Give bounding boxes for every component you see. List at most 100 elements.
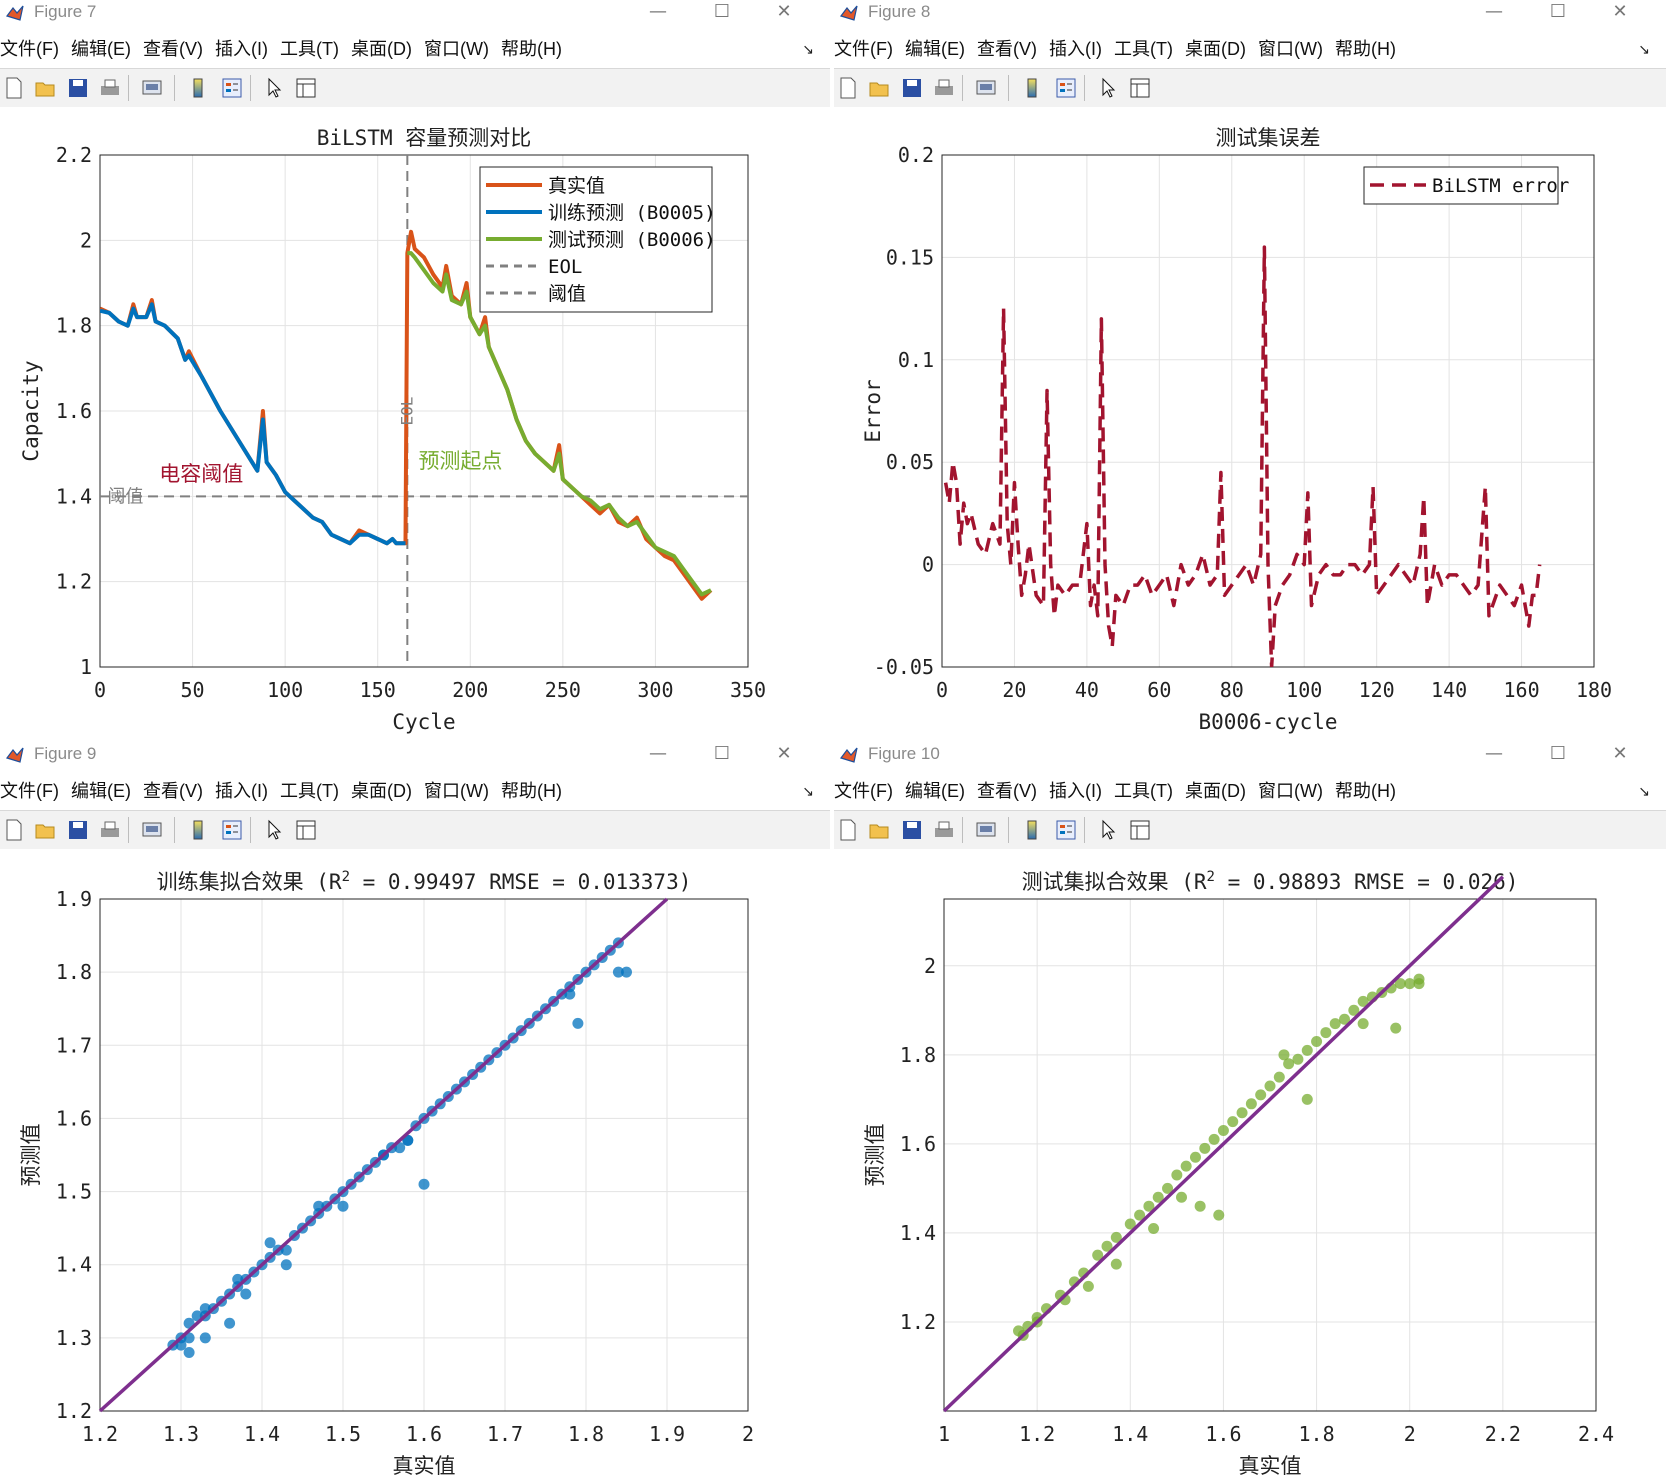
menu-item[interactable]: 插入(I) [1048, 781, 1102, 801]
save-icon[interactable] [900, 76, 924, 100]
print-icon[interactable] [932, 818, 956, 842]
open-file-icon[interactable] [868, 76, 892, 100]
minimize-button[interactable]: — [649, 743, 667, 764]
menu-item[interactable]: 工具(T) [279, 781, 339, 801]
save-icon[interactable] [900, 818, 924, 842]
print-icon[interactable] [98, 76, 122, 100]
legend[interactable]: BiLSTM error [1363, 166, 1569, 205]
menu-item[interactable]: 帮助(H) [1334, 39, 1396, 59]
print-icon[interactable] [98, 818, 122, 842]
edit-plot-arrow-icon[interactable] [262, 818, 286, 842]
save-icon[interactable] [66, 76, 90, 100]
menu-item[interactable]: 查看(V) [976, 781, 1037, 801]
menu-item[interactable]: 窗口(W) [423, 781, 489, 801]
property-inspector-icon[interactable] [294, 76, 318, 100]
menu-item[interactable]: 文件(F) [0, 781, 59, 801]
menu-item[interactable]: 文件(F) [834, 781, 893, 801]
menu-item[interactable]: 窗口(W) [423, 39, 489, 59]
menu-item[interactable]: 编辑(E) [70, 39, 131, 59]
insert-colorbar-icon[interactable] [1020, 76, 1044, 100]
edit-plot-arrow-icon[interactable] [1096, 818, 1120, 842]
close-button[interactable]: ✕ [1612, 743, 1628, 764]
menu-item[interactable]: 编辑(E) [904, 39, 965, 59]
link-plot-icon[interactable] [140, 76, 164, 100]
axes-canvas[interactable]: 0 20 40 60 80 100 120 140 160 180-0.0500.050.10.1… [834, 107, 1666, 734]
new-figure-icon[interactable] [836, 76, 860, 100]
menu-item[interactable]: 文件(F) [0, 39, 59, 59]
menu-item[interactable]: 查看(V) [142, 781, 203, 801]
window-titlebar[interactable]: Figure 9 — ☐ ✕ [0, 742, 830, 768]
menu-item[interactable]: 工具(T) [1113, 781, 1173, 801]
menu-item[interactable]: 插入(I) [1048, 39, 1102, 59]
menu-item[interactable]: 桌面(D) [350, 781, 412, 801]
menu-item[interactable]: 工具(T) [1113, 39, 1173, 59]
window-titlebar[interactable]: Figure 8 — ☐ ✕ [834, 0, 1666, 26]
maximize-button[interactable]: ☐ [713, 1, 731, 22]
menu-item[interactable]: 编辑(E) [904, 781, 965, 801]
menu-item[interactable]: 插入(I) [214, 781, 268, 801]
menu-item[interactable]: 文件(F) [834, 39, 893, 59]
dock-arrow-icon[interactable]: ↘ [802, 783, 814, 799]
menu-item[interactable]: 查看(V) [976, 39, 1037, 59]
minimize-button[interactable]: — [649, 1, 667, 22]
save-icon[interactable] [66, 818, 90, 842]
new-figure-icon[interactable] [2, 818, 26, 842]
link-plot-icon[interactable] [974, 818, 998, 842]
dock-arrow-icon[interactable]: ↘ [1638, 41, 1650, 57]
menu-item[interactable]: 帮助(H) [500, 39, 562, 59]
axes-canvas[interactable]: 1.2 1.3 1.4 1.5 1.6 1.7 1.8 1.9 2 1.2 1.3 1.4 1.5 1.6… [0, 849, 830, 1479]
menu-item[interactable]: 窗口(W) [1257, 39, 1323, 59]
menu-item[interactable]: 桌面(D) [1184, 781, 1246, 801]
figure-window[interactable]: Figure 8 — ☐ ✕ 文件(F) 编辑(E) 查看(V) 插入(I) 工具(T) 桌面(D… [834, 0, 1666, 734]
scatter-point [1264, 1080, 1276, 1092]
insert-legend-icon[interactable] [1054, 76, 1078, 100]
property-inspector-icon[interactable] [294, 818, 318, 842]
link-plot-icon[interactable] [140, 818, 164, 842]
figure-window[interactable]: Figure 7 — ☐ ✕ 文件(F) 编辑(E) 查看(V) 插入(I) 工具(T) 桌面(D… [0, 0, 830, 734]
menu-item[interactable]: 查看(V) [142, 39, 203, 59]
property-inspector-icon[interactable] [1128, 76, 1152, 100]
close-button[interactable]: ✕ [776, 1, 792, 22]
window-titlebar[interactable]: Figure 7 — ☐ ✕ [0, 0, 830, 26]
figure-window[interactable]: Figure 10 — ☐ ✕ 文件(F) 编辑(E) 查看(V) 插入(I) 工具(T) 桌面(… [834, 742, 1666, 1479]
scatter-point [1208, 1133, 1220, 1145]
insert-legend-icon[interactable] [1054, 818, 1078, 842]
close-button[interactable]: ✕ [1612, 1, 1628, 22]
link-plot-icon[interactable] [974, 76, 998, 100]
menu-item[interactable]: 帮助(H) [500, 781, 562, 801]
minimize-button[interactable]: — [1485, 1, 1503, 22]
menu-item[interactable]: 帮助(H) [1334, 781, 1396, 801]
close-button[interactable]: ✕ [776, 743, 792, 764]
dock-arrow-icon[interactable]: ↘ [802, 41, 814, 57]
menu-item[interactable]: 窗口(W) [1257, 781, 1323, 801]
insert-legend-icon[interactable] [220, 76, 244, 100]
new-figure-icon[interactable] [836, 818, 860, 842]
open-file-icon[interactable] [34, 818, 58, 842]
insert-colorbar-icon[interactable] [186, 818, 210, 842]
print-icon[interactable] [932, 76, 956, 100]
maximize-button[interactable]: ☐ [713, 743, 731, 764]
menu-item[interactable]: 插入(I) [214, 39, 268, 59]
maximize-button[interactable]: ☐ [1549, 1, 1567, 22]
menu-item[interactable]: 桌面(D) [1184, 39, 1246, 59]
new-figure-icon[interactable] [2, 76, 26, 100]
insert-legend-icon[interactable] [220, 818, 244, 842]
edit-plot-arrow-icon[interactable] [1096, 76, 1120, 100]
menu-item[interactable]: 编辑(E) [70, 781, 131, 801]
axes-canvas[interactable]: 0 50 100 150 200 250 300 350 1 1.2 1.4 1.6 1.8 2 2.2 Cy… [0, 107, 830, 734]
property-inspector-icon[interactable] [1128, 818, 1152, 842]
maximize-button[interactable]: ☐ [1549, 743, 1567, 764]
menu-item[interactable]: 工具(T) [279, 39, 339, 59]
edit-plot-arrow-icon[interactable] [262, 76, 286, 100]
open-file-icon[interactable] [34, 76, 58, 100]
figure-window[interactable]: Figure 9 — ☐ ✕ 文件(F) 编辑(E) 查看(V) 插入(I) 工具(T) 桌面(D… [0, 742, 830, 1479]
insert-colorbar-icon[interactable] [186, 76, 210, 100]
axes-canvas[interactable]: 1 1.2 1.4 1.6 1.8 2 2.2 2.4 1.2 1.4 1.6 1.8 2 真实值 预测值 测… [834, 849, 1666, 1479]
window-titlebar[interactable]: Figure 10 — ☐ ✕ [834, 742, 1666, 768]
menu-item[interactable]: 桌面(D) [350, 39, 412, 59]
insert-colorbar-icon[interactable] [1020, 818, 1044, 842]
minimize-button[interactable]: — [1485, 743, 1503, 764]
open-file-icon[interactable] [868, 818, 892, 842]
dock-arrow-icon[interactable]: ↘ [1638, 783, 1650, 799]
